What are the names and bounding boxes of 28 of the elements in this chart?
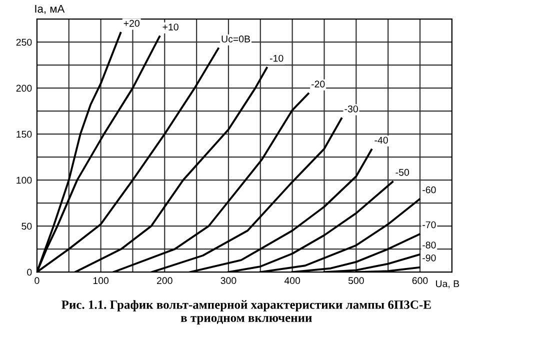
y-tick-label: 0 — [27, 268, 32, 276]
x-tick-label: 200 — [157, 277, 172, 284]
y-tick-label: 50 — [22, 222, 32, 230]
x-tick-label: 100 — [93, 277, 109, 284]
series-label: -60 — [422, 186, 436, 194]
series-label: +10 — [162, 24, 178, 30]
x-tick-label: 500 — [348, 277, 364, 284]
series-label: -70 — [422, 221, 436, 228]
series-label: -80 — [422, 242, 436, 248]
x-tick-label: 600 — [412, 277, 428, 284]
series-label: -20 — [311, 80, 325, 88]
series-label: Uc=0B — [222, 36, 250, 42]
series-label: -40 — [374, 136, 388, 144]
series-label: -10 — [270, 54, 284, 62]
y-tick-label: 250 — [16, 38, 32, 46]
series-label: -50 — [396, 168, 409, 176]
series-label: -90 — [422, 254, 436, 262]
y-tick-label: 100 — [16, 176, 32, 184]
x-axis-title: Ua, B — [436, 280, 460, 288]
y-axis-title: Ia, мА — [35, 4, 65, 14]
x-tick-label: 0 — [34, 277, 40, 284]
series-label: +20 — [124, 20, 140, 27]
x-tick-label: 400 — [284, 277, 300, 284]
x-tick-label: 300 — [220, 277, 236, 284]
series-label: -30 — [344, 105, 358, 112]
y-tick-label: 200 — [16, 84, 32, 92]
text: Рис. 1.1. График вольт-амперной характеристики лампы 6П3С-Е в триодном включении — [62, 300, 431, 325]
y-tick-label: 150 — [16, 130, 32, 138]
